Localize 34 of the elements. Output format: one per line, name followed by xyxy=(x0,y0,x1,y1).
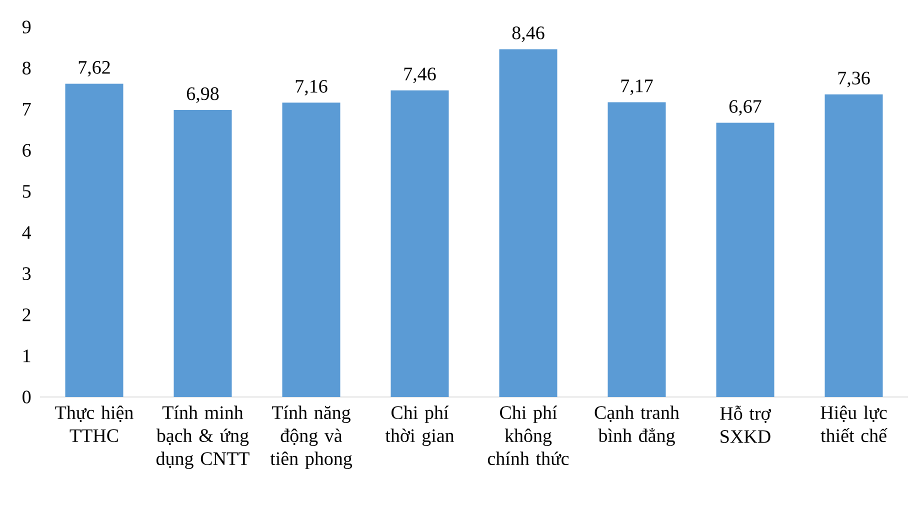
data-label: 8,46 xyxy=(512,26,544,42)
bar xyxy=(390,90,449,397)
data-label: 7,16 xyxy=(296,80,328,96)
y-tick-label: 8 xyxy=(22,62,31,75)
y-tick-label: 3 xyxy=(22,267,31,280)
x-tick-label: Tính minh bạch & ứng dụng CNTT xyxy=(156,406,250,469)
data-label: 6,67 xyxy=(729,100,762,116)
bar xyxy=(608,102,666,397)
x-tick-label: Tính năng động và tiên phong xyxy=(270,406,352,469)
bar xyxy=(174,110,232,397)
y-tick-label: 1 xyxy=(24,350,30,362)
bar xyxy=(824,94,883,397)
x-tick-label: Hỗ trợ SXKD xyxy=(720,406,772,443)
bar xyxy=(282,102,340,397)
y-tick-label: 6 xyxy=(22,144,31,157)
data-label: 7,36 xyxy=(838,72,870,88)
data-label: 7,17 xyxy=(621,80,653,96)
x-tick-label: Hiệu lực thiết chế xyxy=(820,406,888,442)
x-tick-label: Chi phí thời gian xyxy=(385,406,454,446)
y-tick-label: 0 xyxy=(22,390,31,404)
data-label: 7,62 xyxy=(78,61,110,77)
y-tick-label: 5 xyxy=(22,185,31,198)
x-tick-label: Cạnh tranh bình đẳng xyxy=(594,406,680,446)
y-tick-label: 4 xyxy=(22,226,32,239)
data-label: 7,46 xyxy=(404,68,436,84)
y-tick-label: 7 xyxy=(23,103,31,116)
y-tick-label: 9 xyxy=(22,20,31,34)
x-tick-label: Chi phí không chính thức xyxy=(488,406,569,466)
bar xyxy=(716,122,774,397)
bar xyxy=(65,84,124,397)
x-tick-label: Thực hiện TTHC xyxy=(55,406,134,442)
data-label: 6,98 xyxy=(186,87,219,103)
bar xyxy=(499,49,558,397)
y-tick-label: 2 xyxy=(22,308,30,322)
